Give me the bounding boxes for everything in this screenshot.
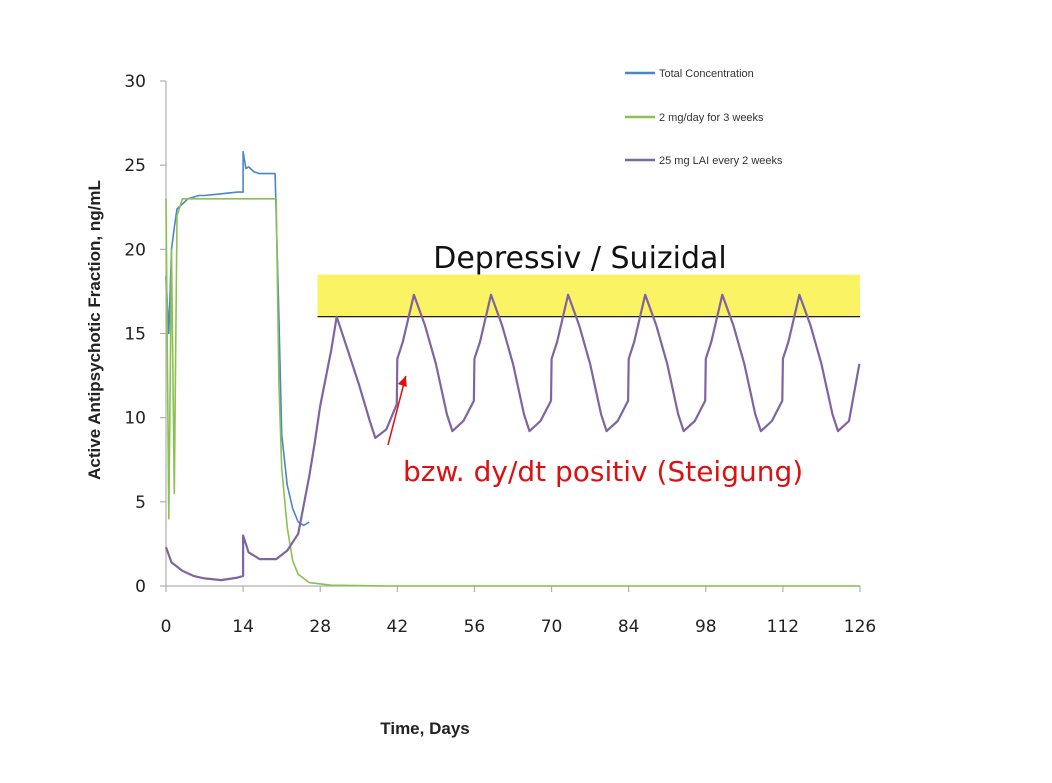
x-tick-label: 112 <box>767 617 799 637</box>
y-tick-label: 15 <box>124 325 146 345</box>
x-tick-label: 126 <box>844 617 876 637</box>
y-axis-title: Active Antipsychotic Fraction, ng/mL <box>85 180 104 480</box>
y-tick-label: 20 <box>124 240 146 260</box>
x-tick-label: 0 <box>161 617 172 637</box>
y-tick-label: 30 <box>124 72 146 92</box>
annotation-arrow-line <box>387 375 407 446</box>
x-tick-label: 42 <box>387 617 409 637</box>
x-tick-label: 70 <box>541 617 563 637</box>
legend-label: Total Concentration <box>659 68 754 80</box>
y-tick-label: 10 <box>124 409 146 429</box>
y-tick-label: 0 <box>135 577 146 597</box>
x-tick-label: 98 <box>695 617 717 637</box>
x-tick-label: 56 <box>464 617 486 637</box>
x-tick-label: 28 <box>309 617 331 637</box>
y-tick-label: 25 <box>124 156 146 176</box>
x-tick-label: 14 <box>232 617 254 637</box>
legend-label: 25 mg LAI every 2 weeks <box>659 155 783 167</box>
x-tick-label: 84 <box>618 617 640 637</box>
annotation-text: bzw. dy/dt positiv (Steigung) <box>403 455 803 488</box>
series-line-3 <box>164 293 861 582</box>
highlight-band <box>317 274 860 317</box>
annotation-arrow-head <box>397 376 407 387</box>
highlight-band-label: Depressiv / Suizidal <box>433 241 727 276</box>
y-tick-label: 5 <box>135 493 146 513</box>
series-line-1 <box>165 150 310 527</box>
legend-label: 2 mg/day for 3 weeks <box>659 112 764 124</box>
x-axis-title: Time, Days <box>380 719 469 738</box>
series-line-2 <box>165 198 860 587</box>
